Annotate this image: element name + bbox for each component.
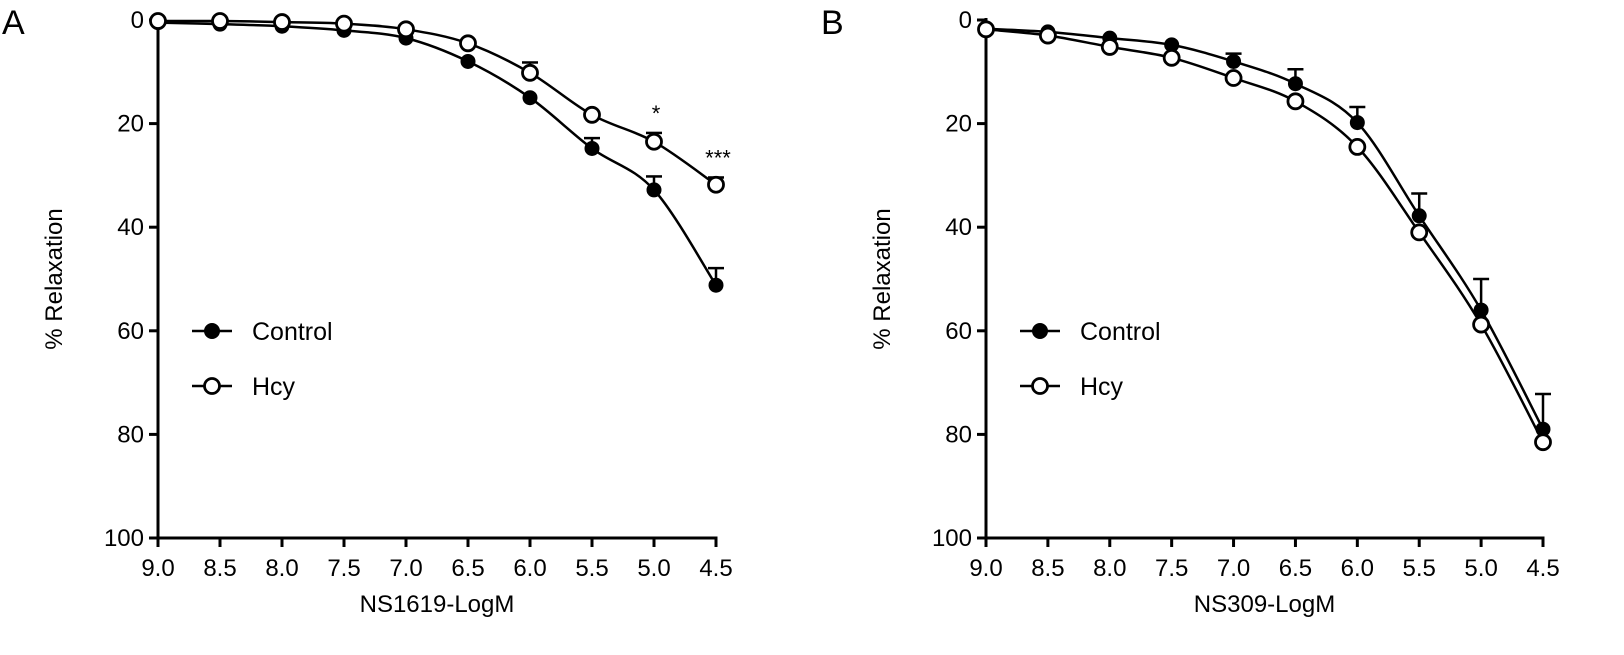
data-point [460,53,476,69]
data-point [1348,138,1367,156]
data-point [1038,26,1057,45]
legend-label: Hcy [1080,373,1124,401]
x-tick-label: 8.0 [265,555,298,582]
y-tick-label: 80 [117,421,144,448]
y-tick-label: 100 [932,525,972,552]
series-hcy [149,12,725,194]
legend: Control Hcy [1020,318,1161,401]
data-point [1224,69,1243,87]
data-point [522,90,538,106]
significance-label: *** [705,145,731,170]
x-tick-label: 6.0 [513,555,546,582]
y-tick-label: 100 [104,525,144,552]
data-point [1287,76,1303,92]
data-point [977,20,995,39]
legend-label: Hcy [252,373,296,401]
data-point [459,34,477,53]
data-point [1472,315,1491,334]
data-point [584,140,600,156]
y-tick-label: 40 [117,214,144,241]
data-point [335,14,353,33]
series-control [978,21,1551,437]
y-tick-label: 60 [117,318,144,345]
data-point [583,105,601,124]
x-tick-label: 7.5 [1155,555,1188,582]
data-point [273,13,291,31]
y-tick-label: 20 [945,111,972,138]
x-tick-label: 4.5 [699,555,732,582]
data-point [1286,92,1305,111]
data-point [149,12,167,30]
x-tick-label: 4.5 [1526,555,1559,582]
data-point [1534,433,1552,452]
data-point [1100,38,1119,56]
x-tick-label: 5.5 [575,555,608,582]
x-tick-label: 8.5 [1031,555,1064,582]
y-tick-label: 20 [117,111,144,138]
x-tick-label: 8.0 [1093,555,1126,582]
y-tick-label: 0 [959,7,972,34]
x-tick-label: 5.0 [637,555,670,582]
y-axis-title: % Relaxation [869,208,896,349]
series-line [985,28,1545,443]
x-tick-label: 9.0 [141,555,174,582]
panel-a: A 0 20 40 60 80 100 9.0 8.5 8.0 7.5 7.0 6.5 6.0 5.5 5.0… [2,4,733,618]
data-point [1226,53,1242,69]
legend-marker [204,323,220,339]
data-point [521,63,539,82]
series-line [157,19,717,186]
y-tick-label: 60 [945,318,972,345]
x-tick-label: 7.5 [327,555,360,582]
data-point [646,182,662,198]
y-tick-label: 40 [945,214,972,241]
x-tick-label: 9.0 [969,555,1002,582]
y-tick-label: 0 [131,7,144,34]
x-tick-label: 6.5 [1279,555,1312,582]
legend: Control Hcy [192,318,333,401]
data-point [645,132,663,151]
data-point [397,20,415,39]
x-tick-label: 5.0 [1464,555,1497,582]
data-point [707,175,725,194]
y-tick-label: 80 [945,421,972,448]
x-axis-title: NS1619-LogM [360,591,515,618]
y-axis-title: % Relaxation [41,208,68,349]
x-tick-label: 6.5 [451,555,484,582]
x-axis-title: NS309-LogM [1194,591,1335,618]
x-tick-label: 7.0 [389,555,422,582]
data-point [211,12,229,30]
data-point [1410,223,1429,242]
data-point [1349,115,1365,131]
series-hcy [977,20,1552,452]
data-point [1162,48,1181,67]
panel-letter: A [2,4,25,42]
legend-marker [1032,323,1048,339]
legend-marker [1031,377,1049,395]
x-tick-label: 7.0 [1217,555,1250,582]
legend-label: Control [1080,318,1161,346]
x-tick-label: 8.5 [203,555,236,582]
legend-marker [203,377,221,395]
series-control [150,15,724,293]
panel-letter: B [821,4,844,42]
data-point [708,277,724,293]
x-tick-label: 5.5 [1403,555,1436,582]
legend-label: Control [252,318,333,346]
x-tick-label: 6.0 [1341,555,1374,582]
series-line [157,21,718,286]
data-point [1411,208,1427,224]
significance-label: * [652,101,661,126]
panel-b: B 0 20 40 60 80 100 9.0 8.5 8.0 7.5 7.0 6.5 6.0 5.5 5.0… [821,4,1560,618]
